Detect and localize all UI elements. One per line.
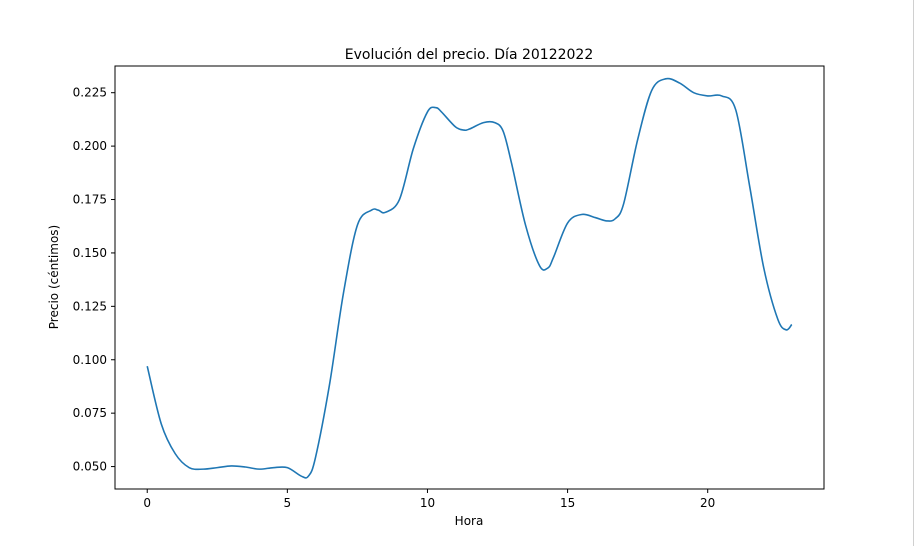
x-tick-label: 5 [284,496,292,510]
axes-frame [114,65,825,490]
y-tick-label: 0.050 [73,460,107,474]
y-tick-label: 0.200 [73,139,107,153]
x-tick-label: 20 [700,496,715,510]
x-tick-label: 0 [143,496,151,510]
x-tick-label: 10 [420,496,435,510]
y-axis-label: Precio (céntimos) [47,225,61,329]
window-edge-line [913,0,914,546]
y-tick-label: 0.125 [73,299,107,313]
x-tick-label: 15 [560,496,575,510]
y-tick-label: 0.150 [73,246,107,260]
chart-title: Evolución del precio. Día 20122022 [345,47,594,63]
x-axis-label: Hora [455,514,484,528]
y-tick-label: 0.175 [73,193,107,207]
y-tick-label: 0.075 [73,406,107,420]
price-line-series [146,77,793,479]
plot-area: 0 5 10 15 20 0.050 0.075 0.100 0.125 0.150 0.175 0.… [73,65,825,510]
y-tick-label: 0.225 [73,86,107,100]
y-tick-label: 0.100 [73,353,107,367]
